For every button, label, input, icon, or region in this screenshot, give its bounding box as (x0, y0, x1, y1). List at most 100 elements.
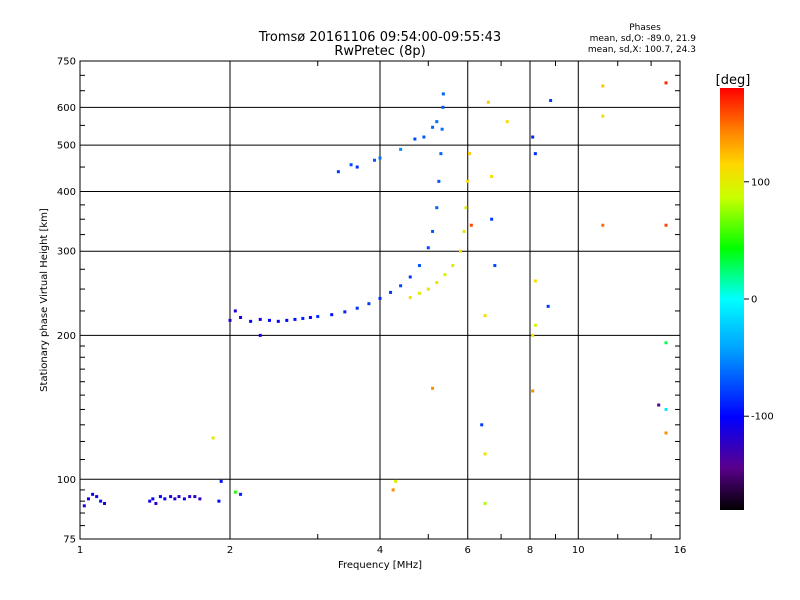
colorbar-ticks: 100 0 -100 (744, 177, 774, 423)
y-tick-label: 300 (57, 247, 76, 258)
data-point (531, 333, 535, 337)
data-point (217, 499, 221, 503)
grid-lines (80, 61, 680, 539)
data-point (228, 318, 232, 322)
data-point (480, 423, 484, 427)
y-axis-ticks: 75 100 200 300 400 500 600 750 (57, 57, 680, 546)
data-point (211, 436, 215, 440)
data-point (367, 302, 371, 306)
data-point (664, 223, 668, 227)
data-point (464, 206, 468, 210)
data-point (426, 246, 430, 250)
data-point (451, 264, 455, 268)
data-point (198, 497, 202, 501)
data-point (182, 497, 186, 501)
phase-stat-o: mean, sd,O: -89.0, 21.9 (590, 34, 697, 44)
x-axis-ticks: 1 2 4 6 8 10 16 (77, 61, 687, 556)
data-point (441, 105, 445, 109)
data-point (86, 497, 90, 501)
data-point (486, 100, 490, 104)
data-point (458, 249, 462, 253)
data-point (490, 217, 494, 221)
data-point (664, 81, 668, 85)
data-point (466, 179, 470, 183)
data-point (664, 341, 668, 345)
data-point (293, 317, 297, 321)
data-point (276, 319, 280, 323)
x-tick-label: 8 (527, 545, 533, 556)
data-point (316, 315, 320, 319)
data-point (82, 504, 86, 508)
data-point (103, 501, 107, 505)
data-point (355, 165, 359, 169)
y-tick-label: 750 (57, 57, 76, 68)
data-point (99, 499, 103, 503)
data-point (439, 152, 443, 156)
data-point (151, 497, 155, 501)
data-point (549, 99, 553, 103)
data-point (343, 310, 347, 314)
data-point (389, 290, 393, 294)
phase-stat-x: mean, sd,X: 100.7, 24.3 (588, 45, 696, 55)
data-point (664, 407, 668, 411)
x-tick-label: 6 (465, 545, 471, 556)
data-point (601, 84, 605, 88)
data-point (249, 319, 253, 323)
data-point (417, 291, 421, 295)
data-point (394, 479, 398, 483)
data-point (330, 313, 334, 317)
chart-subtitle: RwPretec (8p) (334, 44, 425, 59)
data-point (437, 179, 441, 183)
colorbar (720, 88, 744, 510)
data-point (91, 492, 95, 496)
data-point (490, 174, 494, 178)
data-point (148, 499, 152, 503)
data-point (233, 309, 237, 313)
data-point (239, 492, 243, 496)
x-tick-label: 10 (572, 545, 585, 556)
data-point (462, 229, 466, 233)
data-point (468, 152, 472, 156)
colorbar-tick-label: 100 (751, 177, 770, 188)
data-point (285, 318, 289, 322)
data-point (258, 333, 262, 337)
phase-header: Phases (629, 23, 661, 33)
data-point (431, 125, 435, 129)
data-point (399, 284, 403, 288)
data-point (408, 296, 412, 300)
data-point (601, 223, 605, 227)
data-point (258, 317, 262, 321)
y-tick-label: 100 (57, 475, 76, 486)
y-tick-label: 75 (63, 535, 76, 546)
colorbar-label: [deg] (716, 73, 751, 88)
x-tick-label: 4 (377, 545, 383, 556)
colorbar-tick-label: 0 (751, 295, 757, 306)
data-point (336, 170, 340, 174)
data-point (177, 495, 181, 499)
y-tick-label: 500 (57, 141, 76, 152)
y-axis-label: Stationary phase Virtual Height [km] (39, 208, 50, 392)
plot-frame (79, 60, 681, 540)
data-point (378, 156, 382, 160)
data-point (431, 386, 435, 390)
data-point (533, 323, 537, 327)
x-tick-label: 16 (674, 545, 687, 556)
data-point (173, 497, 177, 501)
y-tick-label: 600 (57, 103, 76, 114)
data-point (533, 152, 537, 156)
data-point (435, 281, 439, 285)
data-point (505, 120, 509, 124)
data-point (158, 495, 162, 499)
data-point (431, 229, 435, 233)
data-point (239, 315, 243, 319)
data-point (533, 279, 537, 283)
data-point (193, 495, 197, 499)
data-point (163, 497, 167, 501)
data-point (301, 316, 305, 320)
data-point (154, 501, 158, 505)
data-point (601, 114, 605, 118)
data-point (219, 479, 223, 483)
x-axis-label: Frequency [MHz] (338, 560, 422, 571)
data-point (657, 403, 661, 407)
